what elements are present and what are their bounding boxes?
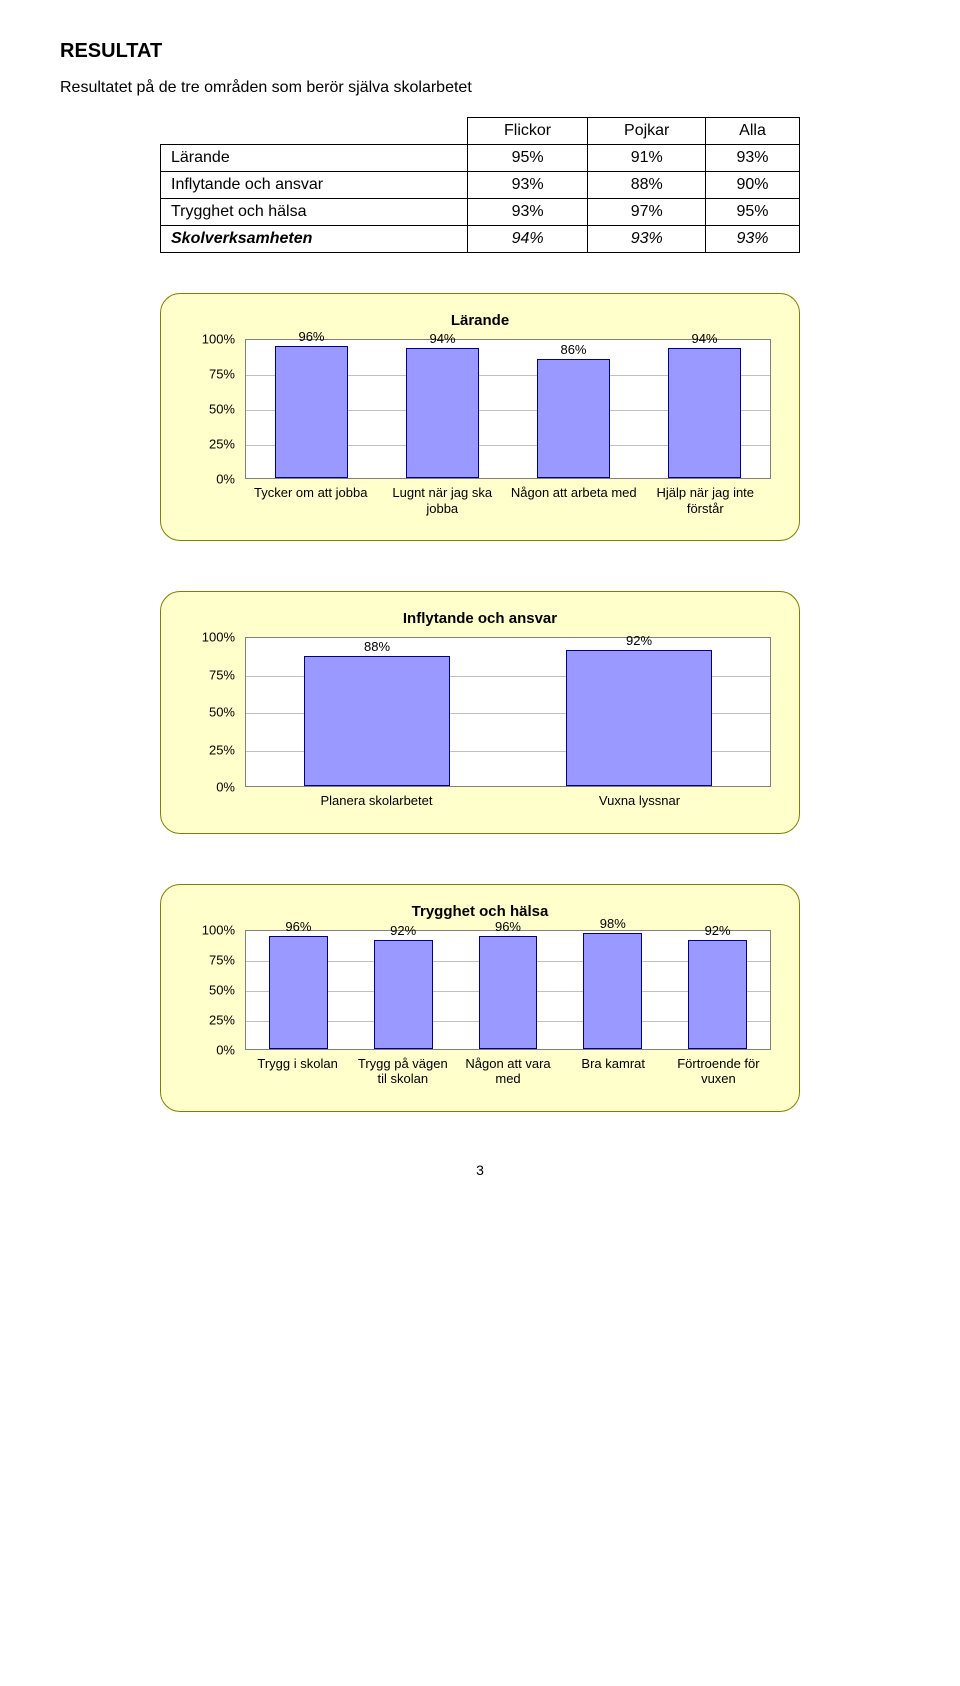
row-label: Lärande	[161, 145, 468, 172]
bar: 92%	[688, 940, 747, 1049]
bar-slot: 94%	[377, 340, 508, 478]
bar-value-label: 92%	[390, 923, 416, 938]
table-header-empty	[161, 118, 468, 145]
bar: 96%	[275, 346, 348, 478]
bar-slot: 92%	[665, 931, 770, 1049]
x-axis-label: Hjälp när jag inte förstår	[640, 479, 772, 516]
x-axis-label: Någon att vara med	[455, 1050, 560, 1087]
y-axis-label: 100%	[202, 630, 235, 645]
table-row: Skolverksamheten94%93%93%	[161, 226, 800, 253]
bar: 96%	[479, 936, 538, 1049]
bar: 96%	[269, 936, 328, 1049]
x-axis-label: Trygg på vägen til skolan	[350, 1050, 455, 1087]
bar-slot: 94%	[639, 340, 770, 478]
row-value: 93%	[588, 226, 706, 253]
intro-text: Resultatet på de tre områden som berör s…	[60, 79, 900, 97]
x-axis-label: Trygg i skolan	[245, 1050, 350, 1087]
bar-slot: 92%	[508, 638, 770, 786]
row-label: Skolverksamheten	[161, 226, 468, 253]
x-axis-label: Bra kamrat	[561, 1050, 666, 1087]
x-axis-label: Någon att arbeta med	[508, 479, 640, 516]
bar-value-label: 98%	[600, 916, 626, 931]
row-value: 93%	[467, 199, 588, 226]
row-value: 95%	[706, 199, 800, 226]
row-value: 88%	[588, 172, 706, 199]
bar-value-label: 92%	[705, 923, 731, 938]
row-value: 97%	[588, 199, 706, 226]
bar-slot: 96%	[246, 931, 351, 1049]
bar-value-label: 96%	[298, 329, 324, 344]
bar: 94%	[406, 348, 479, 478]
chart-plot: 96% 92% 96% 98% 92%	[245, 930, 771, 1050]
bar: 92%	[566, 650, 713, 786]
bar-slot: 98%	[560, 931, 665, 1049]
bar-slot: 86%	[508, 340, 639, 478]
results-table: FlickorPojkarAlla Lärande95%91%93%Inflyt…	[160, 117, 800, 253]
row-label: Inflytande och ansvar	[161, 172, 468, 199]
page-number: 3	[60, 1162, 900, 1178]
x-axis-label: Tycker om att jobba	[245, 479, 377, 516]
row-label: Trygghet och hälsa	[161, 199, 468, 226]
bar: 92%	[374, 940, 433, 1049]
bar-slot: 88%	[246, 638, 508, 786]
table-header: Pojkar	[588, 118, 706, 145]
y-axis-label: 75%	[209, 367, 235, 382]
y-axis-label: 50%	[209, 705, 235, 720]
bar-slot: 96%	[456, 931, 561, 1049]
bar-value-label: 94%	[429, 331, 455, 346]
bar-value-label: 96%	[495, 919, 521, 934]
bar: 86%	[537, 359, 610, 478]
y-axis-label: 0%	[216, 1042, 235, 1057]
chart-plot: 88% 92%	[245, 637, 771, 787]
y-axis-label: 0%	[216, 780, 235, 795]
y-axis-label: 100%	[202, 332, 235, 347]
y-axis-label: 25%	[209, 437, 235, 452]
y-axis-label: 50%	[209, 982, 235, 997]
bar-value-label: 86%	[560, 342, 586, 357]
bar-slot: 92%	[351, 931, 456, 1049]
row-value: 94%	[467, 226, 588, 253]
bar-value-label: 94%	[691, 331, 717, 346]
y-axis-label: 0%	[216, 472, 235, 487]
y-axis-label: 75%	[209, 952, 235, 967]
chart-card: Trygghet och hälsa100%75%50%25%0%96%92%9…	[160, 884, 800, 1112]
y-axis-label: 50%	[209, 402, 235, 417]
row-value: 90%	[706, 172, 800, 199]
table-row: Inflytande och ansvar93%88%90%	[161, 172, 800, 199]
row-value: 93%	[467, 172, 588, 199]
page-title: RESULTAT	[60, 40, 900, 63]
table-row: Trygghet och hälsa93%97%95%	[161, 199, 800, 226]
row-value: 93%	[706, 145, 800, 172]
bar: 88%	[304, 656, 451, 786]
row-value: 95%	[467, 145, 588, 172]
chart-title: Lärande	[189, 312, 771, 329]
y-axis-label: 25%	[209, 742, 235, 757]
x-axis-label: Förtroende för vuxen	[666, 1050, 771, 1087]
bar-value-label: 96%	[285, 919, 311, 934]
bar: 98%	[583, 933, 642, 1049]
chart-card: Inflytande och ansvar 100% 75% 50% 25% 0% 88% 9…	[160, 591, 800, 834]
chart-title: Trygghet och hälsa	[189, 903, 771, 920]
x-axis-label: Lugnt när jag ska jobba	[377, 479, 509, 516]
chart-card: Lärande 100% 75% 50% 25% 0% 96% 94% 86% 94% Tycker…	[160, 293, 800, 541]
table-header: Flickor	[467, 118, 588, 145]
row-value: 91%	[588, 145, 706, 172]
chart-title: Inflytande och ansvar	[189, 610, 771, 627]
y-axis-label: 75%	[209, 667, 235, 682]
table-header: Alla	[706, 118, 800, 145]
bar-slot: 96%	[246, 340, 377, 478]
y-axis-label: 25%	[209, 1012, 235, 1027]
x-axis-label: Planera skolarbetet	[245, 787, 508, 809]
table-row: Lärande95%91%93%	[161, 145, 800, 172]
chart-plot: 96% 94% 86% 94%	[245, 339, 771, 479]
bar-value-label: 92%	[626, 633, 652, 648]
y-axis-label: 100%	[202, 922, 235, 937]
x-axis-label: Vuxna lyssnar	[508, 787, 771, 809]
bar: 94%	[668, 348, 741, 478]
row-value: 93%	[706, 226, 800, 253]
bar-value-label: 88%	[364, 639, 390, 654]
